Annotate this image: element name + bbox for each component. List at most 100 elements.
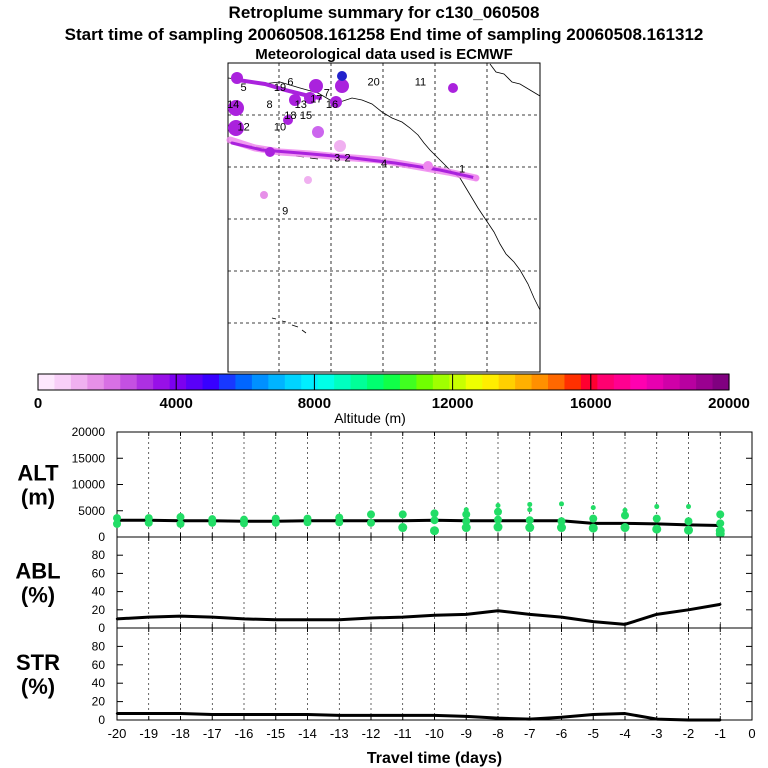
series-point	[115, 617, 119, 621]
sampling-times: Start time of sampling 20060508.161258 E…	[64, 25, 704, 44]
alt-point	[620, 523, 630, 533]
series-point	[369, 616, 373, 620]
series-point	[274, 618, 277, 622]
series-point	[401, 714, 404, 717]
colorbar: 0 4000 8000 12000 16000 20000 Altitude (m)	[34, 373, 750, 426]
series-point	[719, 603, 722, 606]
colorbar-cell	[630, 374, 648, 390]
alt-point	[588, 523, 598, 533]
colorbar-cell	[482, 374, 500, 390]
plume-blob	[283, 115, 293, 125]
series-line	[116, 602, 721, 626]
plume-label: 2	[345, 152, 351, 164]
alt-point	[527, 501, 533, 507]
alt-point	[494, 515, 502, 524]
plume-blob	[337, 71, 347, 81]
colorbar-cell	[317, 374, 335, 390]
alt-point	[176, 513, 185, 522]
y-tick-label: 80	[92, 639, 106, 653]
x-tick-label: -12	[362, 726, 381, 741]
series-point	[592, 713, 595, 716]
y-tick-label: 60	[92, 658, 106, 672]
x-tick-label: -8	[492, 726, 504, 741]
x-tick-label: -2	[683, 726, 695, 741]
series-point	[306, 713, 309, 716]
alt-point	[398, 523, 408, 533]
series-point	[496, 609, 500, 612]
y-tick-label: 40	[92, 676, 106, 690]
alt-point	[367, 518, 375, 527]
timeseries-panels: 05000100001500020000ALT(m)020406080ABL(%…	[15, 425, 755, 767]
plume-blob	[330, 96, 342, 108]
colorbar-cell	[416, 374, 434, 390]
series-point	[433, 614, 436, 617]
colorbar-cell	[186, 374, 204, 390]
colorbar-tick-label: 4000	[160, 395, 193, 412]
x-tick-label: -19	[139, 726, 158, 741]
x-tick-label: -10	[425, 726, 444, 741]
series-line	[117, 712, 721, 722]
y-tick-label: 20	[92, 695, 106, 709]
plume-label: 4	[381, 158, 387, 170]
y-tick-label: 60	[92, 566, 106, 580]
plume-blob	[448, 83, 458, 93]
colorbar-cell	[169, 374, 187, 390]
y-tick-label: 5000	[78, 504, 105, 518]
colorbar-cell	[432, 374, 450, 390]
colorbar-cell	[38, 374, 56, 390]
plume-blob	[473, 175, 479, 181]
x-axis-label: Travel time (days)	[367, 750, 502, 767]
colorbar-cell	[531, 374, 549, 390]
alt-point	[493, 522, 503, 532]
alt-point	[527, 507, 533, 513]
colorbar-cell	[87, 374, 105, 390]
alt-point	[462, 510, 471, 519]
alt-point	[559, 501, 564, 507]
plume-blob	[228, 100, 244, 116]
plume-blob	[423, 161, 433, 171]
colorbar-cell	[712, 374, 730, 390]
series-point	[623, 623, 627, 626]
y-tick-label: 40	[92, 585, 106, 599]
series-point	[242, 617, 246, 621]
plume-blob	[265, 147, 275, 157]
plume-label: 3	[334, 152, 340, 164]
colorbar-cell	[218, 374, 237, 390]
plume-label: 5	[241, 82, 247, 94]
y-tick-label: 0	[98, 621, 105, 635]
x-tick-label: -18	[171, 726, 190, 741]
x-tick-label: -6	[556, 726, 568, 741]
y-tick-label: 80	[92, 548, 106, 562]
series-point	[115, 712, 119, 715]
colorbar-cell	[103, 374, 121, 390]
alt-point	[494, 507, 502, 516]
colorbar-cell	[646, 374, 664, 390]
colorbar-cell	[153, 374, 171, 390]
alt-point	[335, 518, 344, 527]
plume-blob	[335, 79, 349, 93]
series-point	[179, 614, 182, 618]
panel-alt: 0 5000 10000 15000 20000 ALT(m)	[17, 425, 753, 544]
alt-point	[686, 504, 691, 510]
colorbar-cell	[301, 374, 319, 390]
colorbar-cell	[235, 374, 253, 390]
alt-point	[113, 519, 121, 528]
alt-point	[367, 510, 375, 519]
y-axis-label: (%)	[21, 674, 55, 699]
colorbar-cell	[251, 374, 269, 390]
colorbar-cell	[54, 374, 72, 390]
plume-blob	[312, 126, 324, 138]
plume-blob	[231, 72, 243, 84]
series-point	[242, 713, 246, 716]
series-point	[338, 714, 341, 717]
alt-point	[461, 523, 471, 533]
plume-label: 9	[282, 206, 288, 218]
plume-label: 10	[274, 121, 286, 133]
colorbar-cell	[399, 374, 418, 390]
plume-label: 8	[267, 99, 273, 111]
y-tick-label: 20000	[72, 425, 106, 439]
x-tick-label: -14	[298, 726, 317, 741]
x-tick-label: -7	[524, 726, 536, 741]
series-point	[560, 615, 563, 619]
x-tick-label: -3	[651, 726, 663, 741]
